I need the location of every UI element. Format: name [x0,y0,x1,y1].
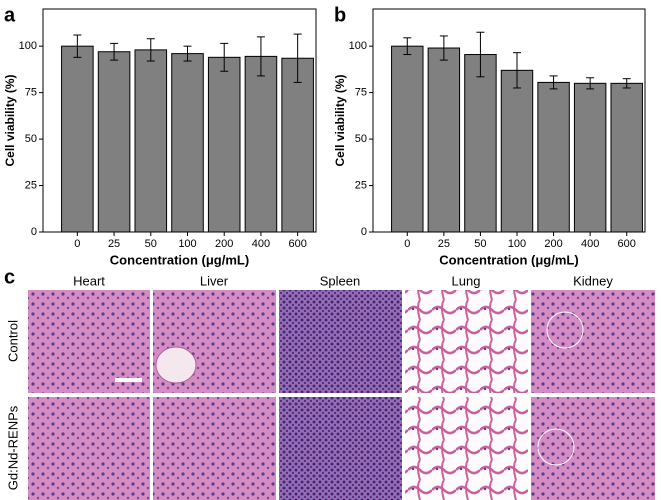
y-tick-label: 100 [349,40,367,52]
column-label: Kidney [573,273,613,288]
image [279,290,402,393]
bar [61,45,94,233]
x-tick-label: 0 [404,238,410,250]
column-label: Spleen [320,273,360,288]
image-feature [546,311,584,349]
bar [573,82,607,233]
scale-bar [115,378,142,382]
x-axis-label: Concentration (μg/mL) [110,252,249,267]
x-tick-label: 400 [252,238,270,250]
image [279,397,402,500]
panel-label: c [4,266,15,288]
bar [244,55,278,233]
x-tick-label: 25 [438,238,450,250]
x-tick-label: 100 [178,238,196,250]
x-tick-label: 400 [581,238,599,250]
bar [464,54,497,233]
bar [134,49,168,233]
image [28,397,150,500]
image [28,290,150,393]
panel-label: a [4,4,16,26]
x-tick-label: 600 [288,238,306,250]
y-tick-label: 25 [25,179,37,191]
image-feature [155,346,197,384]
x-tick-label: 25 [108,238,120,250]
panel-label: b [334,4,346,26]
image [405,290,528,393]
row-label: Control [5,320,20,362]
y-tick-label: 0 [361,226,367,238]
bar [391,45,424,233]
image [531,397,655,500]
bar [537,81,570,233]
bar [207,56,241,233]
axis-frame [372,8,646,233]
bar [97,51,131,233]
column-label: Liver [200,273,229,288]
column-label: Lung [452,273,481,288]
y-tick-label: 50 [355,133,367,145]
row-label: Gd:Nd-RENPs [5,405,20,490]
x-tick-label: 0 [74,238,80,250]
axis-frame [42,8,317,233]
y-tick-label: 25 [355,179,367,191]
bar [500,69,534,233]
bar [427,47,461,233]
bar [171,53,204,233]
image [153,397,276,500]
image [531,290,655,393]
x-tick-label: 600 [618,238,636,250]
bar [281,57,314,233]
y-tick-label: 75 [355,87,367,99]
image-feature [537,428,575,466]
y-axis-label: Cell viability (%) [333,74,347,166]
panel-c: c [4,266,655,500]
y-tick-label: 0 [31,226,37,238]
x-tick-label: 100 [508,238,526,250]
x-tick-label: 200 [544,238,562,250]
y-axis-label: Cell viability (%) [3,74,17,166]
image [405,397,528,500]
x-tick-label: 50 [474,238,486,250]
y-tick-label: 100 [19,40,37,52]
column-label: Heart [73,273,105,288]
x-tick-label: 200 [215,238,233,250]
bar [610,82,643,233]
x-tick-label: 50 [145,238,157,250]
y-tick-label: 75 [25,87,37,99]
y-tick-label: 50 [25,133,37,145]
x-axis-label: Concentration (μg/mL) [439,252,578,267]
